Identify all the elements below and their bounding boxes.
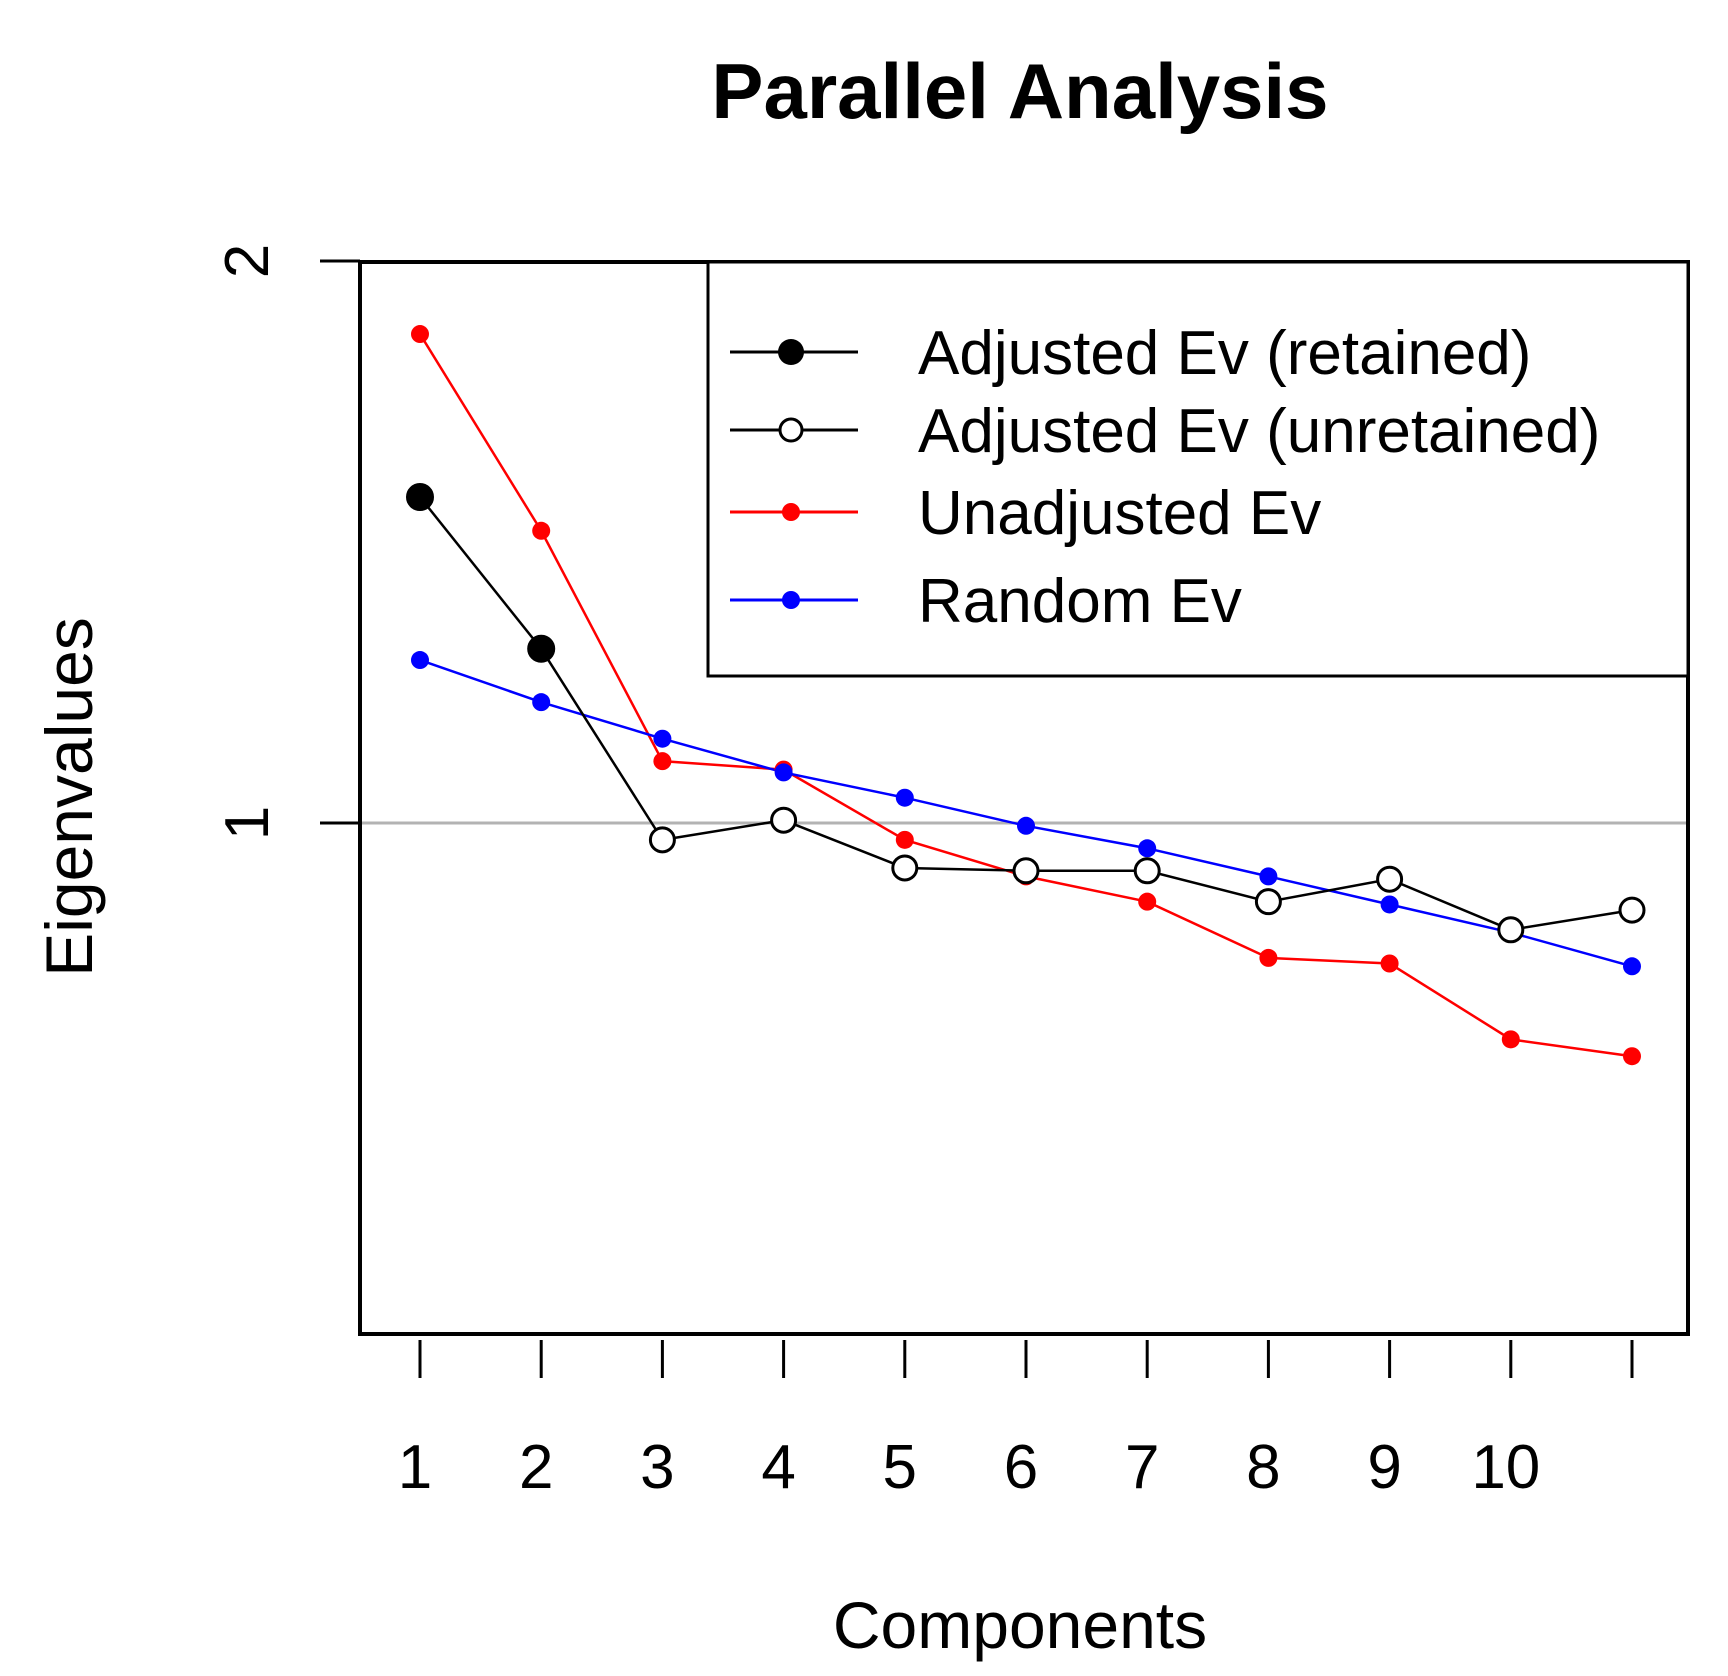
data-point	[1623, 1047, 1641, 1066]
data-point	[895, 788, 914, 807]
legend-label: Random Ev	[918, 567, 1242, 636]
legend-label: Adjusted Ev (unretained)	[918, 397, 1600, 466]
x-tick-label: 7	[1125, 1433, 1159, 1502]
data-point	[653, 729, 672, 748]
x-tick-label: 4	[761, 1433, 795, 1502]
x-tick-label: 1	[398, 1433, 432, 1502]
data-point	[1618, 896, 1646, 924]
data-point	[411, 325, 429, 344]
legend-marker	[782, 503, 800, 521]
series-line	[540, 648, 1633, 932]
data-point	[1254, 888, 1282, 916]
data-point	[895, 830, 914, 849]
legend-marker	[782, 591, 800, 609]
legend: Adjusted Ev (retained) Adjusted Ev (unret…	[706, 260, 1690, 678]
x-axis-label: Components	[833, 1588, 1207, 1662]
data-point	[648, 826, 676, 854]
x-tick-label: 9	[1367, 1433, 1401, 1502]
x-tick-label: 3	[640, 1433, 674, 1502]
legend-box	[706, 260, 1690, 678]
y-axis-label: Eigenvalues	[32, 617, 106, 977]
x-tick-label: 5	[883, 1433, 917, 1502]
data-point	[774, 763, 793, 782]
data-point	[891, 854, 919, 882]
x-tick-label: 8	[1246, 1433, 1280, 1502]
x-tick-label: 6	[1004, 1433, 1038, 1502]
legend-marker	[778, 339, 804, 365]
data-point	[1138, 839, 1157, 858]
data-point	[1012, 857, 1040, 885]
legend-label: Adjusted Ev (retained)	[918, 319, 1531, 388]
data-point	[1380, 954, 1399, 973]
series-line	[419, 658, 1633, 968]
data-point	[653, 752, 672, 771]
data-point	[1497, 916, 1525, 944]
data-point	[527, 634, 556, 663]
data-point	[1259, 867, 1278, 886]
data-point	[1380, 895, 1399, 914]
data-point	[411, 651, 429, 670]
legend-label: Unadjusted Ev	[918, 479, 1321, 548]
data-point	[406, 483, 434, 512]
data-point	[1376, 865, 1404, 893]
data-point	[532, 693, 551, 712]
series-line	[419, 496, 543, 650]
data-point	[532, 521, 551, 540]
y-tick-label: 1	[213, 806, 282, 840]
data-point	[1133, 857, 1161, 885]
data-point	[1501, 1030, 1520, 1049]
data-point	[1017, 816, 1035, 835]
data-point	[1138, 892, 1157, 911]
x-tick-label: 2	[519, 1433, 553, 1502]
y-tick-label: 2	[213, 244, 282, 278]
legend-marker	[778, 417, 804, 443]
x-tick-label: 10	[1471, 1433, 1540, 1502]
data-point	[1259, 948, 1278, 967]
chart-title: Parallel Analysis	[711, 47, 1328, 135]
data-point	[1623, 957, 1641, 976]
data-point	[770, 806, 798, 834]
